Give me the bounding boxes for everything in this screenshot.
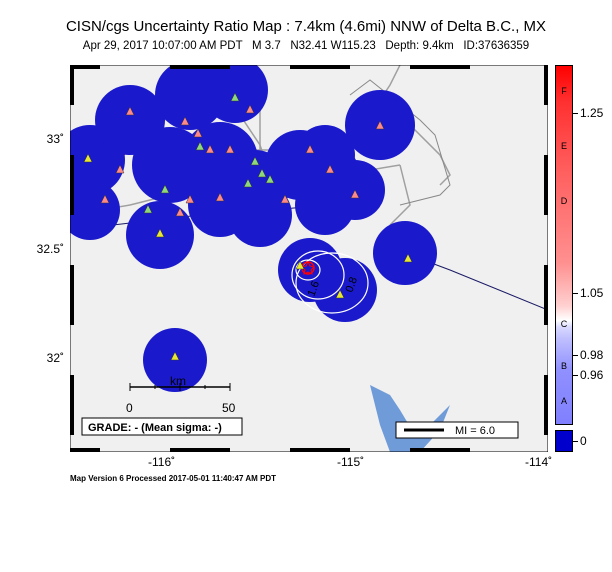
mi-legend-text: MI = 6.0: [455, 425, 495, 437]
map-frame: [70, 65, 548, 452]
grade-text: GRADE: - (Mean sigma: -): [88, 422, 222, 434]
station-triangle-icon: [83, 92, 413, 361]
scale-value-1-25: 1.25: [580, 106, 604, 120]
x-tick-115: -115˚: [337, 455, 365, 469]
y-tick-32: 32˚: [46, 351, 64, 365]
event-info: Apr 29, 2017 10:07:00 AM PDT M 3.7 N32.4…: [82, 40, 530, 52]
uncertainty-contours: [291, 250, 369, 314]
scale-letter-f: F: [561, 86, 567, 96]
uncertainty-map: 1.6 0.8: [70, 65, 548, 452]
scale-tick: [573, 441, 578, 442]
scale-letter-a: A: [560, 396, 567, 406]
scale-letter-e: E: [560, 141, 567, 151]
scale-value-1-05: 1.05: [580, 286, 604, 300]
scale-value-0-98: 0.98: [580, 348, 604, 362]
mi-legend-box: [395, 421, 519, 439]
processing-footer: Map Version 6 Processed 2017-05-01 11:40…: [70, 474, 277, 483]
grade-box: [81, 417, 243, 436]
scale-letter-b: B: [560, 361, 567, 371]
scale-start: 0: [126, 401, 133, 415]
scale-letter-d: D: [560, 196, 568, 206]
contour-label-low: 0.8: [344, 276, 361, 294]
scale-letter-c: C: [560, 319, 568, 329]
map-canvas: 1.6 0.8: [70, 65, 548, 452]
km-scale: [129, 383, 231, 391]
state-border: [349, 79, 451, 206]
scale-tick: [573, 113, 578, 114]
scale-value-0-96: 0.96: [580, 368, 604, 382]
color-scale-bar: [555, 65, 573, 425]
scale-unit: km: [170, 374, 186, 388]
y-tick-33: 33˚: [46, 132, 64, 146]
x-tick-114: -114˚: [525, 455, 553, 469]
scale-end: 50: [222, 401, 236, 415]
color-scale-zero: [555, 430, 573, 452]
scale-tick: [573, 355, 578, 356]
scale-tick: [573, 293, 578, 294]
scale-tick: [573, 375, 578, 376]
contour-label-high: 1.6: [306, 280, 323, 298]
y-tick-32-5: 32.5˚: [36, 242, 64, 256]
x-tick-116: -116˚: [148, 455, 176, 469]
scale-value-0: 0: [580, 434, 587, 448]
map-title: CISN/cgs Uncertainty Ratio Map : 7.4km (…: [65, 18, 547, 35]
